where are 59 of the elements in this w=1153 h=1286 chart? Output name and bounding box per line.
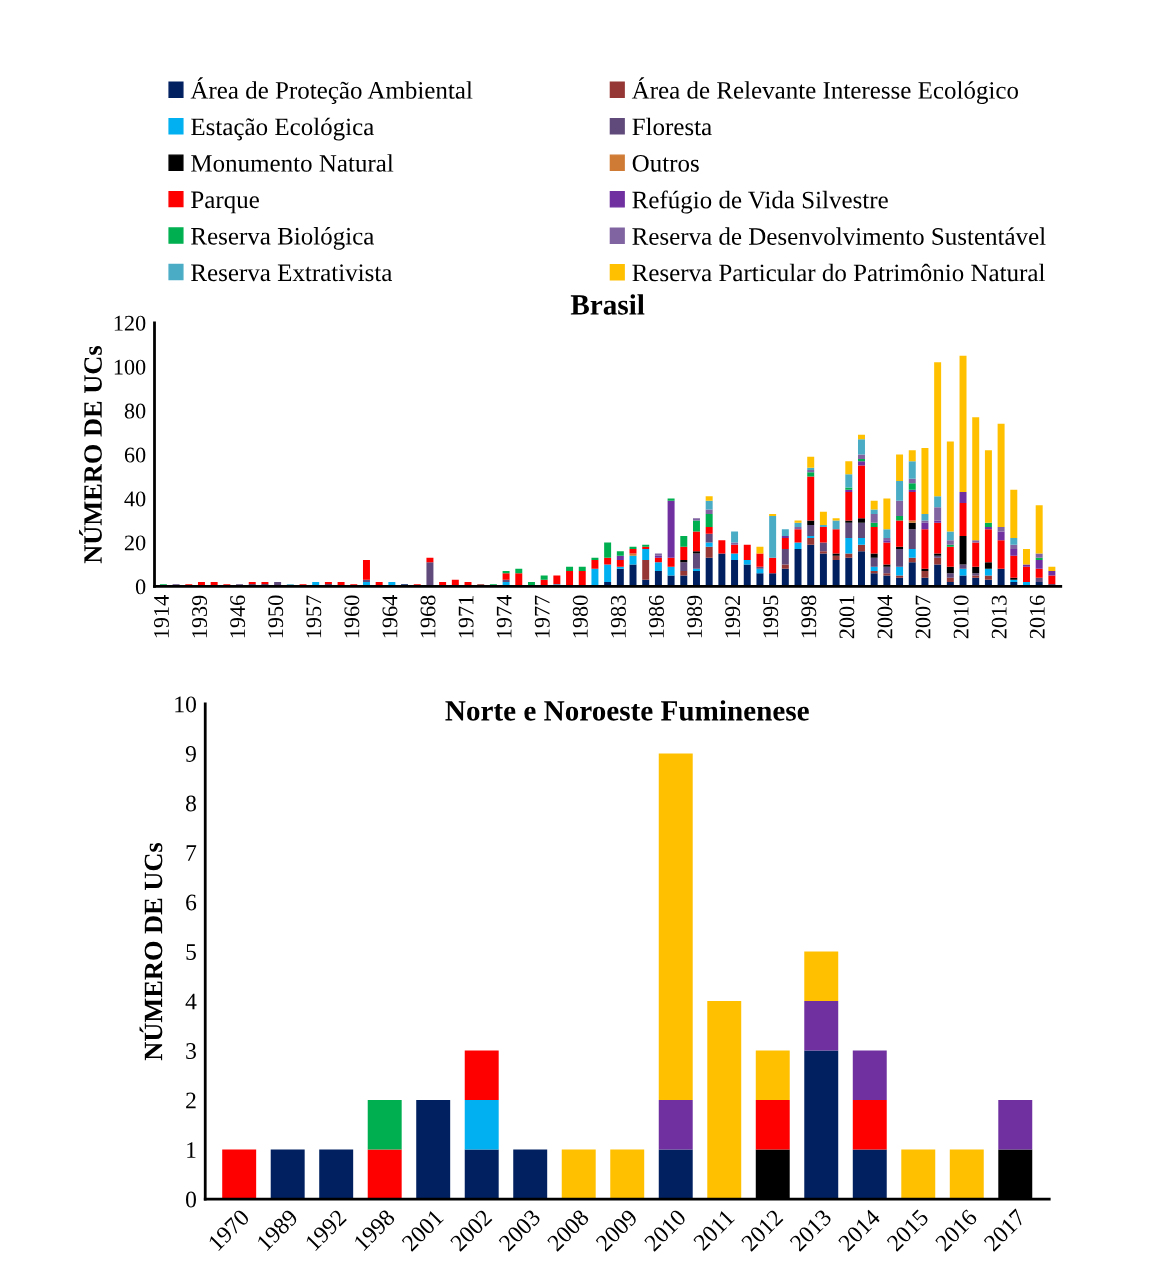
y-tick-label: 3 [186,1043,196,1059]
x-tick-label: 1989 [687,595,703,638]
x-tick-label: 2004 [877,595,893,639]
legend-label: Reserva Particular do Patrimônio Natural [632,263,1045,282]
legend-label: Parque [191,191,259,214]
x-tick-label: 1971 [458,596,474,638]
x-tick-label: 1914 [154,595,169,638]
legend-label: Estação Ecológica [191,117,374,141]
x-tick-label: 1980 [572,595,588,638]
x-tick-label: 1974 [496,595,512,638]
chart-title: Norte e Noroeste Fuminenese [445,700,809,721]
x-tick-label: 1946 [230,595,246,638]
y-axis-title: NÚMERO DE UCs [139,842,163,1061]
y-axis-title: NÚMERO DE UCs [79,346,102,564]
x-tick-label: 1960 [344,595,360,638]
x-tick-label: 2007 [915,595,931,639]
legend-label: Outros [632,154,699,172]
y-tick-label: 100 [114,359,146,375]
legend-label: Reserva de Desenvolvimento Sustentável [632,227,1046,245]
legend-label: Área de Proteção Ambiental [190,77,473,104]
y-tick-label: 120 [114,315,146,331]
legend-label: Floresta [632,117,712,136]
y-tick-label: 9 [185,746,196,762]
x-tick-label: 2016 [1029,595,1045,639]
y-tick-label: 10 [175,696,196,713]
y-tick-label: 5 [186,944,196,960]
chart-title: Brasil [570,294,645,315]
y-tick-label: 60 [124,447,146,463]
legend-label: Área de Relevante Interesse Ecológico [631,77,1019,104]
x-tick-label: 2010 [953,595,969,639]
legend-label: Monumento Natural [191,154,394,172]
x-tick-label: 1977 [534,595,550,638]
x-tick-label: 1939 [192,595,208,638]
x-tick-label: 1950 [268,595,284,638]
legend-label: Reserva Extrativista [191,264,393,282]
y-tick-label: 0 [135,579,146,595]
y-tick-label: 0 [186,1191,196,1208]
x-tick-label: 1986 [648,595,664,638]
y-tick-label: 1 [187,1142,196,1158]
legend-label: Reserva Biológica [191,227,374,250]
x-tick-label: 1992 [725,595,741,638]
x-tick-label: 1983 [610,595,626,638]
y-tick-label: 6 [186,894,197,911]
x-tick-label: 1964 [382,595,398,638]
x-tick-label: 2001 [839,596,855,639]
y-tick-label: 4 [185,993,197,1010]
y-tick-label: 80 [124,403,146,419]
x-tick-label: 1998 [801,595,817,638]
y-tick-label: 20 [124,535,146,551]
x-tick-label: 2013 [991,595,1007,639]
y-tick-label: 40 [124,491,146,507]
y-tick-label: 7 [186,845,197,861]
x-tick-label: 2011 [692,1208,735,1252]
y-tick-label: 8 [186,795,196,812]
x-tick-label: 1995 [763,595,779,638]
x-tick-label: 1957 [306,595,322,638]
y-tick-label: 2 [186,1092,196,1109]
legend-label: Refúgio de Vida Silvestre [632,190,888,214]
x-tick-label: 1968 [420,595,436,638]
